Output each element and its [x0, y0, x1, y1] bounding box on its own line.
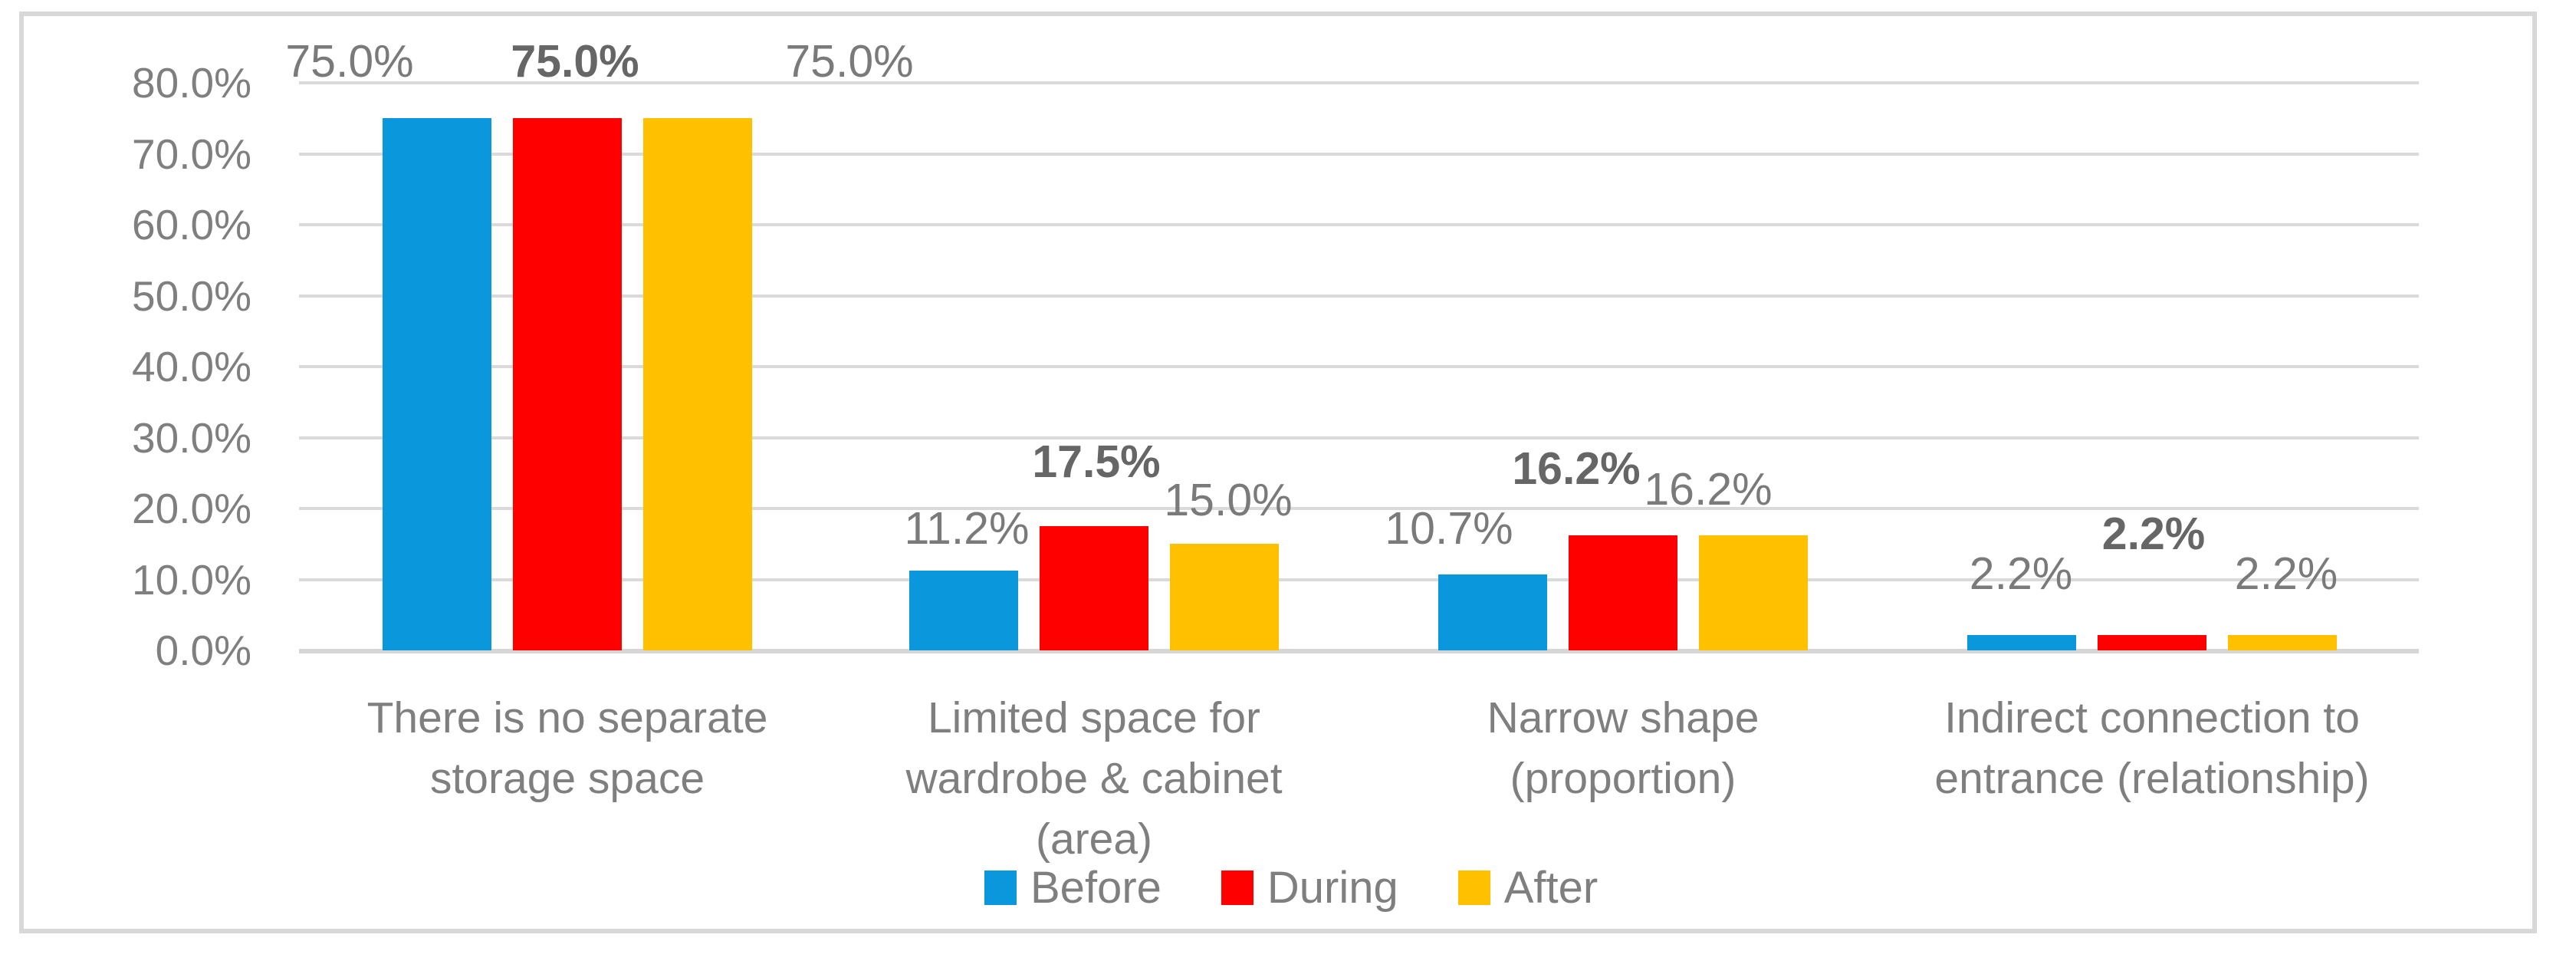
legend-label-before: Before — [1030, 863, 1162, 913]
legend-item-before: Before — [984, 862, 1162, 913]
legend: Before During After — [984, 862, 1598, 913]
legend-marker-during — [1221, 870, 1254, 905]
legend-item-during: During — [1221, 862, 1398, 913]
legend-marker-before — [984, 870, 1017, 905]
legend-label-after: After — [1503, 863, 1598, 913]
legend-item-after: After — [1457, 862, 1598, 913]
legend-marker-after — [1457, 870, 1490, 905]
chart-frame — [19, 12, 2537, 933]
legend-label-during: During — [1267, 863, 1398, 913]
